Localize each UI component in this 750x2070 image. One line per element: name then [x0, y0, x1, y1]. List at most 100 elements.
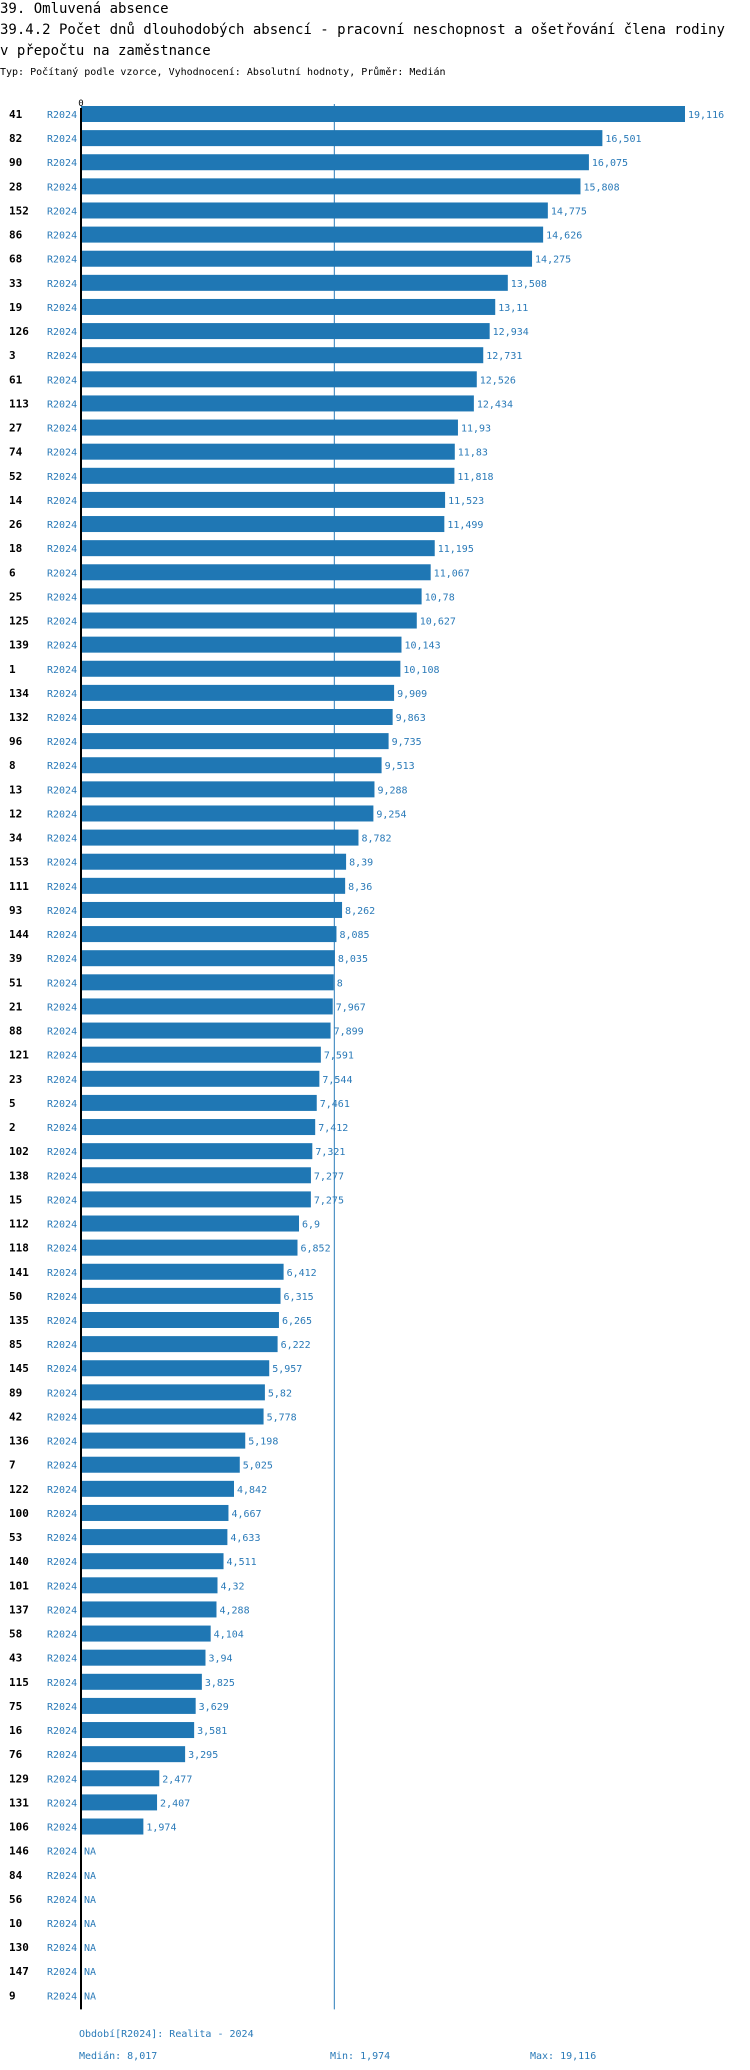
category-label: 88: [9, 1025, 22, 1038]
category-label: 131: [9, 1796, 29, 1809]
period-label: R2024: [47, 327, 77, 338]
period-label: R2024: [47, 858, 77, 869]
bar: [81, 950, 335, 967]
value-label: 2,477: [162, 1774, 192, 1785]
period-label: R2024: [47, 1509, 77, 1520]
category-label: 111: [9, 880, 29, 893]
period-label: R2024: [47, 713, 77, 724]
category-label: 139: [9, 639, 29, 652]
value-label: NA: [84, 1943, 96, 1954]
category-label: 153: [9, 856, 29, 869]
category-label: 113: [9, 397, 29, 410]
category-label: 125: [9, 615, 29, 628]
value-label: 11,83: [458, 448, 488, 459]
value-label: 9,735: [392, 737, 422, 748]
period-label: R2024: [47, 1702, 77, 1713]
value-label: 4,32: [220, 1581, 244, 1592]
value-label: 16,075: [592, 158, 628, 169]
bar: [81, 636, 402, 653]
period-label: R2024: [47, 375, 77, 386]
value-label: 14,775: [551, 206, 587, 217]
period-label: R2024: [47, 182, 77, 193]
value-label: 1,974: [146, 1823, 176, 1834]
value-label: 10,143: [404, 641, 440, 652]
period-label: R2024: [47, 1557, 77, 1568]
value-label: NA: [84, 1895, 96, 1906]
value-label: 3,581: [197, 1726, 227, 1737]
category-label: 19: [9, 301, 22, 314]
category-label: 102: [9, 1145, 29, 1158]
category-label: 53: [9, 1531, 22, 1544]
period-label: R2024: [47, 1244, 77, 1255]
bar: [81, 1167, 311, 1184]
period-label: R2024: [47, 785, 77, 796]
period-label: R2024: [47, 1027, 77, 1038]
bar: [81, 1649, 206, 1666]
value-label: 5,778: [267, 1412, 297, 1423]
period-label: R2024: [47, 882, 77, 893]
period-label: R2024: [47, 1630, 77, 1641]
period-label: R2024: [47, 592, 77, 603]
period-label: R2024: [47, 520, 77, 531]
bar: [81, 1722, 195, 1739]
bar: [81, 178, 581, 195]
category-label: 96: [9, 735, 23, 748]
value-label: 6,852: [300, 1244, 330, 1255]
bar: [81, 1312, 279, 1328]
bar: [81, 202, 548, 219]
bar: [81, 660, 401, 677]
period-label: R2024: [47, 1388, 77, 1399]
period-label: R2024: [47, 424, 77, 435]
category-label: 146: [9, 1845, 29, 1858]
value-label: 4,511: [227, 1557, 257, 1568]
value-label: 13,508: [511, 279, 547, 290]
bar: [81, 323, 490, 340]
period-label: R2024: [47, 1726, 77, 1737]
category-label: 16: [9, 1724, 23, 1737]
category-label: 144: [9, 928, 29, 941]
period-label: R2024: [47, 279, 77, 290]
value-label: 7,321: [315, 1147, 345, 1158]
bar: [81, 1360, 270, 1377]
bar: [81, 1287, 281, 1304]
bar: [81, 1697, 196, 1714]
bar: [81, 998, 333, 1015]
category-label: 75: [9, 1700, 22, 1713]
bar: [81, 1504, 229, 1521]
period-label: R2024: [47, 1437, 77, 1448]
value-label: 10,627: [420, 617, 456, 628]
category-label: 9: [9, 1989, 16, 2002]
period-label: R2024: [47, 1412, 77, 1423]
bar: [81, 1384, 265, 1401]
value-label: 3,825: [205, 1678, 235, 1689]
bar: [81, 853, 347, 870]
value-label: 11,523: [448, 496, 484, 507]
category-label: 10: [9, 1917, 22, 1930]
bar: [81, 1263, 284, 1280]
period-label: R2024: [47, 134, 77, 145]
bar: [81, 757, 382, 774]
category-label: 61: [9, 373, 23, 386]
bar: [81, 1119, 316, 1136]
value-label: 9,254: [376, 809, 406, 820]
period-label: R2024: [47, 689, 77, 700]
category-label: 122: [9, 1483, 29, 1496]
value-label: 11,067: [434, 568, 470, 579]
value-label: 13,11: [498, 303, 528, 314]
period-label: R2024: [47, 1364, 77, 1375]
period-label: R2024: [47, 1461, 77, 1472]
category-label: 115: [9, 1676, 29, 1689]
category-label: 141: [9, 1266, 29, 1279]
period-label: R2024: [47, 1991, 77, 2002]
period-label: R2024: [47, 1798, 77, 1809]
bar: [81, 1094, 317, 1111]
period-label: R2024: [47, 110, 77, 121]
period-label: R2024: [47, 1943, 77, 1954]
category-label: 84: [9, 1869, 23, 1882]
period-label: R2024: [47, 255, 77, 266]
value-label: 6,222: [281, 1340, 311, 1351]
bar: [81, 347, 484, 364]
category-label: 42: [9, 1410, 22, 1423]
bar: [81, 491, 446, 508]
period-label: R2024: [47, 665, 77, 676]
